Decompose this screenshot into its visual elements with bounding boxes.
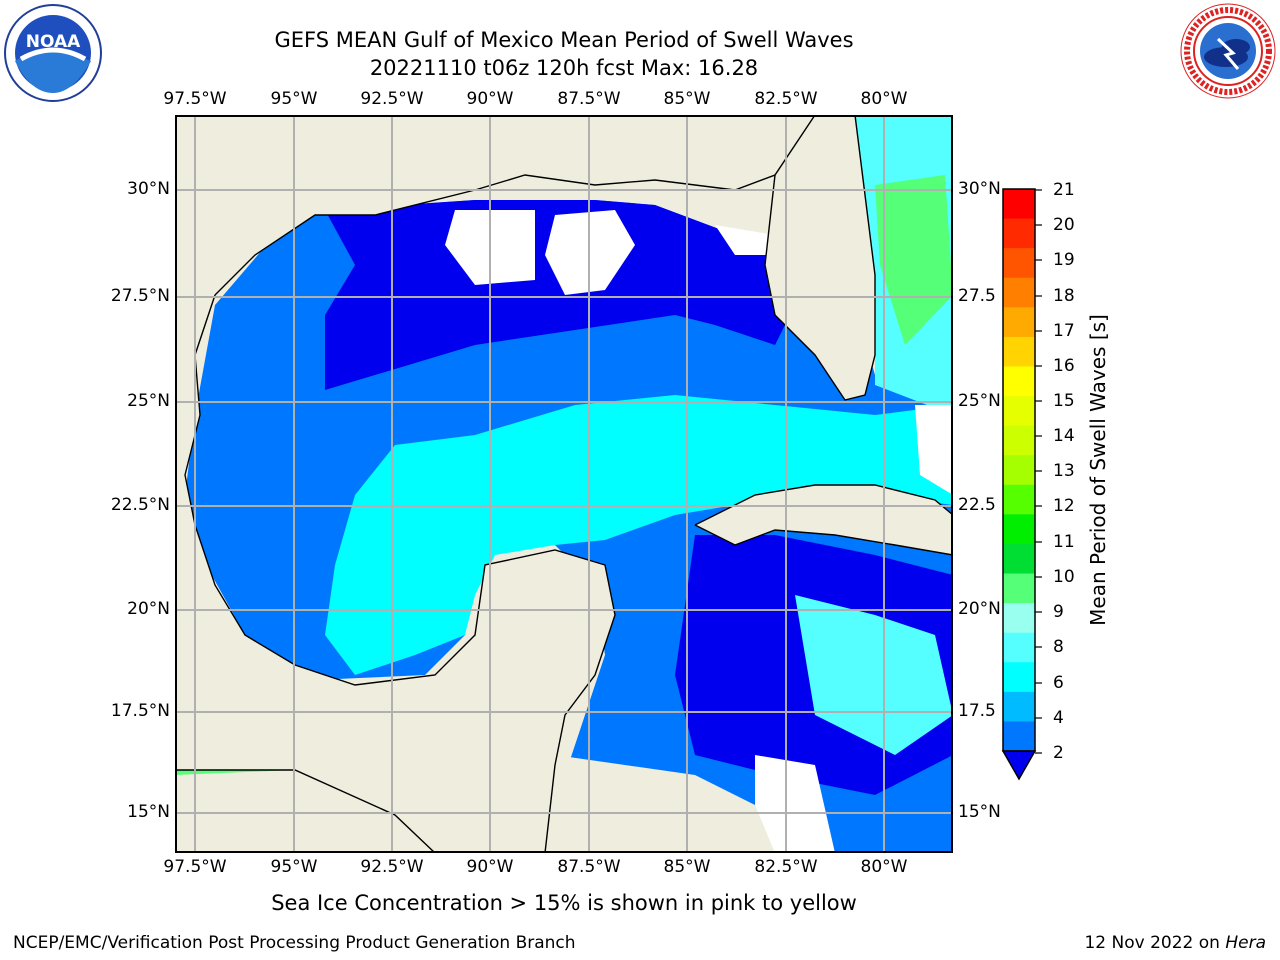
lat-label-left: 22.5°N xyxy=(110,495,170,515)
lon-label-bottom: 97.5°W xyxy=(163,857,227,877)
lat-label-left: 17.5°N xyxy=(110,701,170,721)
colorbar-segment xyxy=(1003,189,1035,220)
lat-label-right: 25°N xyxy=(958,391,1001,411)
lon-label-top: 97.5°W xyxy=(163,89,227,109)
colorbar-segment xyxy=(1003,396,1035,427)
colorbar-segment xyxy=(1003,632,1035,663)
gulf-of-mexico-map xyxy=(175,115,953,853)
lon-label-top: 95°W xyxy=(270,89,318,109)
lon-label-bottom: 85°W xyxy=(663,857,711,877)
colorbar-tick-label: 18 xyxy=(1053,286,1075,306)
colorbar-tick-label: 10 xyxy=(1053,567,1075,587)
colorbar-tick-label: 12 xyxy=(1053,496,1075,516)
colorbar-extend-arrow xyxy=(1001,750,1037,781)
colorbar-segment xyxy=(1003,248,1035,279)
colorbar-segment xyxy=(1003,603,1035,634)
lon-label-bottom: 82.5°W xyxy=(754,857,818,877)
central-america xyxy=(545,755,775,853)
sea-ice-note: Sea Ice Concentration > 15% is shown in … xyxy=(271,891,857,915)
lon-label-bottom: 95°W xyxy=(270,857,318,877)
colorbar-tick-label: 8 xyxy=(1053,637,1064,657)
colorbar-segment xyxy=(1003,484,1035,515)
cuba xyxy=(695,485,953,555)
colorbar-tick-label: 2 xyxy=(1053,743,1064,763)
ocean-swell-below-2s xyxy=(325,200,795,390)
florida xyxy=(765,115,875,400)
colorbar-tick-label: 17 xyxy=(1053,321,1075,341)
ocean-swell-4-6s xyxy=(325,395,953,675)
lat-label-left: 30°N xyxy=(127,179,170,199)
footer-host: Hera xyxy=(1225,933,1266,953)
lat-label-right: 22.5 xyxy=(958,495,996,515)
lon-label-top: 90°W xyxy=(466,89,514,109)
chart-title: GEFS MEAN Gulf of Mexico Mean Period of … xyxy=(274,28,854,52)
colorbar-segment xyxy=(1003,366,1035,397)
lon-label-top: 87.5°W xyxy=(557,89,621,109)
lon-label-top: 82.5°W xyxy=(754,89,818,109)
colorbar-segment xyxy=(1003,307,1035,338)
lon-label-bottom: 80°W xyxy=(860,857,908,877)
ocean-swell-9-10s xyxy=(875,175,953,345)
lat-label-right: 30°N xyxy=(958,179,1001,199)
lon-label-bottom: 90°W xyxy=(466,857,514,877)
colorbar-segment xyxy=(1003,455,1035,486)
colorbar-segment xyxy=(1003,218,1035,249)
noaa-logo-text: NOAA xyxy=(26,32,81,52)
colorbar-tick-label: 19 xyxy=(1053,250,1075,270)
lat-label-left: 25°N xyxy=(127,391,170,411)
colorbar-segment xyxy=(1003,514,1035,545)
grid-lines xyxy=(175,115,953,853)
map-frame xyxy=(175,115,953,853)
colorbar-tick-label: 14 xyxy=(1053,426,1075,446)
colorbar-tick-label: 6 xyxy=(1053,673,1064,693)
colorbar-segment xyxy=(1003,573,1035,604)
colorbar-tick-label: 9 xyxy=(1053,602,1064,622)
colorbar-segment xyxy=(1003,277,1035,308)
lat-label-left: 27.5°N xyxy=(110,286,170,306)
chart-subtitle: 20221110 t06z 120h fcst Max: 16.28 xyxy=(369,56,759,80)
lon-label-bottom: 92.5°W xyxy=(360,857,424,877)
colorbar-label: Mean Period of Swell Waves [s] xyxy=(1086,314,1110,626)
colorbar-segment xyxy=(1003,662,1035,693)
lat-label-left: 15°N xyxy=(127,802,170,822)
footer-credit: NCEP/EMC/Verification Post Processing Pr… xyxy=(13,933,576,953)
colorbar-tick-label: 16 xyxy=(1053,356,1075,376)
nws-logo xyxy=(1180,3,1276,99)
lat-label-right: 17.5 xyxy=(958,701,996,721)
lon-label-bottom: 87.5°W xyxy=(557,857,621,877)
lat-label-right: 27.5 xyxy=(958,286,996,306)
colorbar-segment xyxy=(1003,425,1035,456)
colorbar-tick-label: 20 xyxy=(1053,215,1075,235)
lon-label-top: 85°W xyxy=(663,89,711,109)
colorbar-segment xyxy=(1003,721,1035,752)
colorbar xyxy=(1001,188,1042,781)
colorbar-segment xyxy=(1003,543,1035,575)
colorbar-segment xyxy=(1003,691,1035,722)
colorbar-segment xyxy=(1003,336,1035,367)
mainland xyxy=(175,115,855,853)
lat-label-right: 20°N xyxy=(958,599,1001,619)
colorbar-tick-label: 11 xyxy=(1053,532,1075,552)
lat-label-right: 15°N xyxy=(958,802,1001,822)
noaa-logo: NOAA xyxy=(4,4,102,102)
lon-label-top: 80°W xyxy=(860,89,908,109)
lon-label-top: 92.5°W xyxy=(360,89,424,109)
colorbar-frame xyxy=(1002,188,1036,752)
footer-date-text: 12 Nov 2022 on xyxy=(1084,933,1226,953)
lat-label-left: 20°N xyxy=(127,599,170,619)
footer-date: 12 Nov 2022 on Hera xyxy=(1084,933,1266,953)
colorbar-tick-label: 21 xyxy=(1053,180,1075,200)
colorbar-tick-label: 4 xyxy=(1053,708,1064,728)
colorbar-tick-label: 15 xyxy=(1053,391,1075,411)
colorbar-tick-label: 13 xyxy=(1053,461,1075,481)
